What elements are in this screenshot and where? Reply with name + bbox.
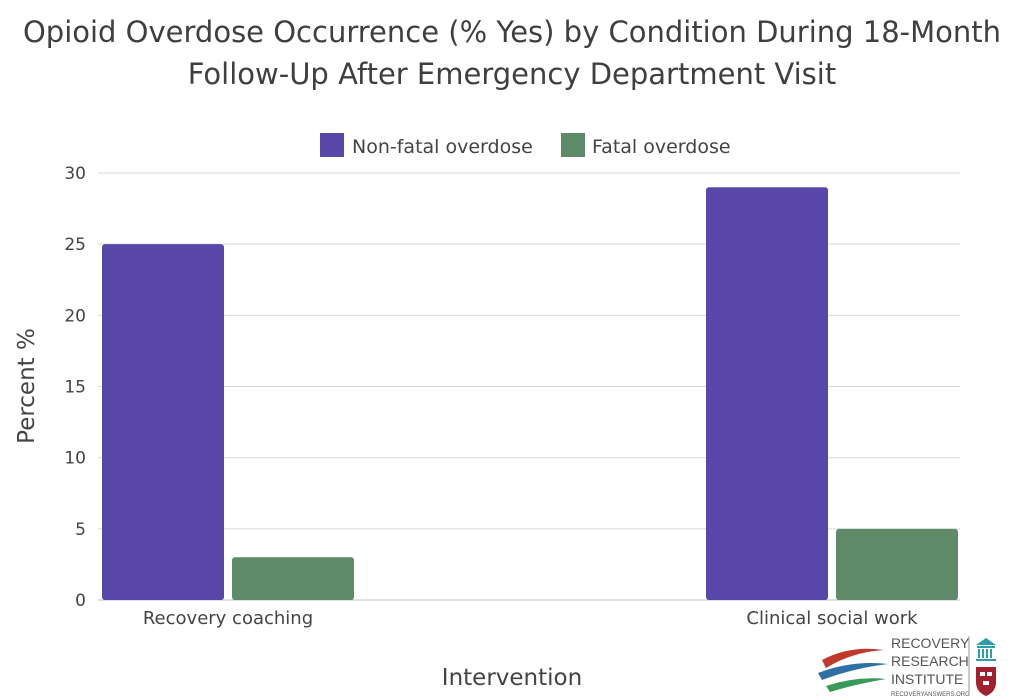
gridlines bbox=[98, 172, 960, 601]
legend-label-fatal: Fatal overdose bbox=[592, 136, 731, 158]
recovery-research-institute-logo: RECOVERY RESEARCH INSTITUTE RECOVERYANSW… bbox=[818, 635, 996, 698]
bar-non-fatal-recovery-coaching bbox=[102, 244, 224, 600]
logo-line-2: RESEARCH bbox=[891, 653, 969, 669]
legend-label-non-fatal: Non-fatal overdose bbox=[352, 136, 533, 158]
legend-swatch-non-fatal bbox=[320, 133, 344, 157]
x-axis-title: Intervention bbox=[442, 665, 582, 691]
logo-line-1: RECOVERY bbox=[891, 635, 970, 651]
chart-title-line-2: Follow-Up After Emergency Department Vis… bbox=[188, 57, 836, 91]
logo-url: RECOVERYANSWERS.ORG bbox=[891, 692, 970, 698]
bar-fatal-recovery-coaching bbox=[232, 557, 354, 600]
y-tick-label-20: 20 bbox=[64, 306, 86, 326]
y-tick-label-10: 10 bbox=[64, 449, 86, 469]
bar-fatal-clinical-social-work bbox=[836, 528, 958, 600]
bars bbox=[102, 187, 958, 600]
legend: Non-fatal overdose Fatal overdose bbox=[320, 133, 731, 158]
x-category-label-clinical-social-work: Clinical social work bbox=[746, 608, 918, 629]
mgh-building-icon bbox=[976, 638, 996, 661]
logo-line-3: INSTITUTE bbox=[891, 671, 963, 687]
y-tick-label-15: 15 bbox=[64, 378, 86, 398]
x-axis-categories: Recovery coaching Clinical social work bbox=[143, 608, 918, 629]
chart-title: Opioid Overdose Occurrence (% Yes) by Co… bbox=[23, 15, 1001, 91]
chart-title-line-1: Opioid Overdose Occurrence (% Yes) by Co… bbox=[23, 15, 1001, 49]
logo-swoosh-icon bbox=[818, 648, 888, 692]
y-tick-label-25: 25 bbox=[64, 235, 86, 255]
y-axis-ticks: 0 5 10 15 20 25 30 bbox=[64, 164, 86, 611]
x-category-label-recovery-coaching: Recovery coaching bbox=[143, 608, 313, 629]
y-axis-title: Percent % bbox=[14, 328, 40, 444]
y-tick-label-0: 0 bbox=[75, 591, 86, 611]
harvard-shield-icon bbox=[976, 667, 996, 696]
y-tick-label-5: 5 bbox=[75, 520, 86, 540]
bar-non-fatal-clinical-social-work bbox=[706, 187, 828, 600]
legend-swatch-fatal bbox=[561, 133, 585, 157]
y-tick-label-30: 30 bbox=[64, 164, 86, 184]
